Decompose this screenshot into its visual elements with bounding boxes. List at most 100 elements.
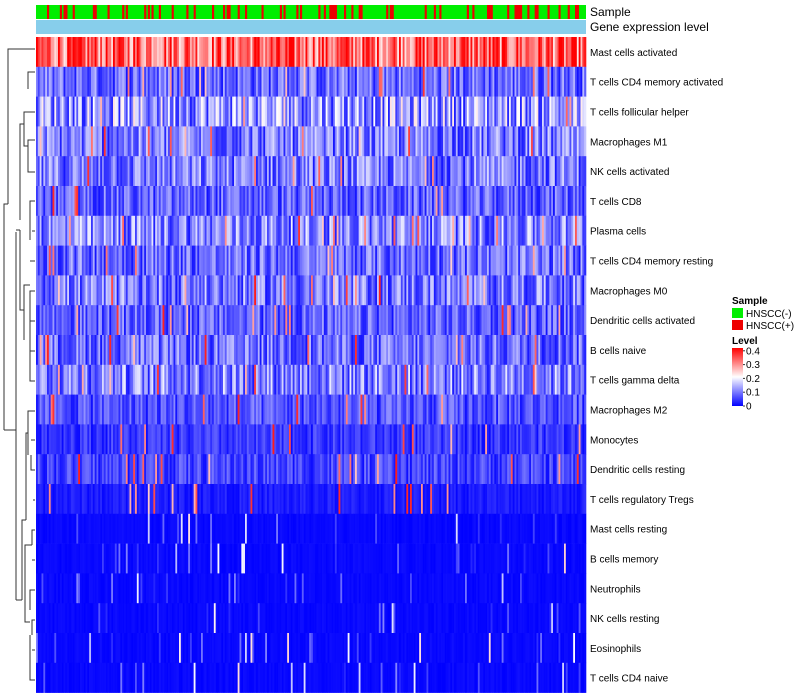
heatmap-cell (228, 126, 231, 157)
heatmap-cell (543, 37, 546, 68)
heatmap-cell (400, 186, 403, 217)
heatmap-cell (50, 305, 53, 336)
heatmap-cell (421, 37, 424, 68)
heatmap-cell (584, 186, 587, 217)
heatmap-cell (347, 484, 350, 515)
heatmap-cell (201, 215, 204, 246)
heatmap-cell (399, 364, 402, 395)
heatmap-cell (87, 513, 90, 544)
heatmap-cell (413, 364, 416, 395)
heatmap-cell (312, 364, 315, 395)
heatmap-cell (312, 275, 315, 306)
heatmap-cell (180, 484, 183, 515)
heatmap-cell (239, 335, 242, 366)
heatmap-cell (50, 364, 53, 395)
heatmap-cell (41, 156, 44, 187)
heatmap-cell (303, 215, 306, 246)
heatmap-cell (197, 37, 200, 68)
heatmap-cell (397, 305, 400, 336)
heatmap-cell (377, 66, 380, 97)
heatmap-cell (230, 245, 233, 276)
heatmap-cell (197, 454, 200, 485)
heatmap-cell (245, 335, 248, 366)
sample-mark-hnscc-pos (360, 5, 363, 19)
heatmap-cell (454, 156, 457, 187)
heatmap-cell (470, 335, 473, 366)
heatmap-cell (43, 424, 46, 455)
heatmap-row (36, 245, 587, 276)
heatmap-cell (135, 215, 138, 246)
heatmap-cell (380, 305, 383, 336)
heatmap-cell (252, 96, 255, 127)
heatmap-cell (241, 394, 244, 425)
heatmap-cell (70, 96, 73, 127)
heatmap-cell (254, 245, 257, 276)
heatmap-cell (514, 364, 517, 395)
heatmap-cell (446, 335, 449, 366)
heatmap-cell (485, 305, 488, 336)
heatmap-cell (267, 245, 270, 276)
heatmap-cell (197, 513, 200, 544)
heatmap-cell (472, 275, 475, 306)
heatmap-cell (69, 215, 72, 246)
heatmap-cell (140, 96, 143, 127)
heatmap-cell (397, 66, 400, 97)
heatmap-cell (199, 454, 202, 485)
heatmap-cell (314, 275, 317, 306)
heatmap-cell (91, 364, 94, 395)
heatmap-cell (439, 364, 442, 395)
heatmap-cell (367, 66, 370, 97)
heatmap-cell (144, 394, 147, 425)
heatmap-cell (342, 305, 345, 336)
heatmap-cell (496, 454, 499, 485)
heatmap-cell (285, 96, 288, 127)
heatmap-cell (532, 424, 535, 455)
heatmap-cell (356, 215, 359, 246)
heatmap-cell (263, 275, 266, 306)
heatmap-row (36, 126, 587, 157)
heatmap-cell (245, 305, 248, 336)
heatmap-cell (397, 215, 400, 246)
heatmap-cell (69, 484, 72, 515)
heatmap-cell (351, 454, 354, 485)
heatmap-cell (140, 156, 143, 187)
heatmap-cell (243, 305, 246, 336)
heatmap-cell (542, 126, 545, 157)
heatmap-cell (263, 394, 266, 425)
heatmap-cell (47, 215, 50, 246)
heatmap-cell (208, 513, 211, 544)
heatmap-cell (435, 275, 438, 306)
heatmap-cell (388, 394, 391, 425)
heatmap-cell (576, 335, 579, 366)
heatmap-cell (151, 305, 154, 336)
heatmap-cell (171, 364, 174, 395)
heatmap-cell (234, 186, 237, 217)
heatmap-cell (287, 126, 290, 157)
heatmap-cell (573, 305, 576, 336)
heatmap-cell (50, 513, 53, 544)
heatmap-cell (545, 424, 548, 455)
heatmap-cell (437, 96, 440, 127)
heatmap-cell (138, 513, 141, 544)
heatmap-cell (560, 484, 563, 515)
heatmap-cell (481, 305, 484, 336)
heatmap-cell (494, 156, 497, 187)
heatmap-cell (89, 424, 92, 455)
sample-mark-hnscc-pos (334, 5, 337, 19)
heatmap-cell (72, 454, 75, 485)
heatmap-cell (386, 394, 389, 425)
heatmap-cell (351, 186, 354, 217)
heatmap-cell (377, 305, 380, 336)
heatmap-cell (389, 335, 392, 366)
heatmap-cell (140, 335, 143, 366)
heatmap-cell (446, 66, 449, 97)
heatmap-cell (444, 305, 447, 336)
heatmap-cell (386, 484, 389, 515)
heatmap-cell (146, 275, 149, 306)
heatmap-cell (503, 156, 506, 187)
heatmap-cell (272, 454, 275, 485)
heatmap-cell (74, 513, 77, 544)
heatmap-cell (503, 335, 506, 366)
heatmap-cell (472, 305, 475, 336)
heatmap-cell (294, 126, 297, 157)
